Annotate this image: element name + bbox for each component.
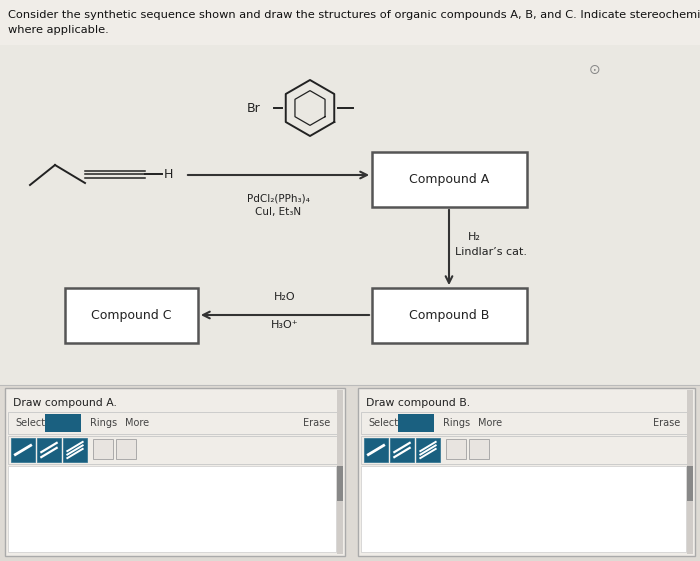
Text: Erase: Erase — [652, 418, 680, 428]
Text: Erase: Erase — [302, 418, 330, 428]
Bar — [361, 412, 692, 434]
Text: H₃O⁺: H₃O⁺ — [271, 320, 299, 330]
Text: Compound B: Compound B — [410, 309, 490, 322]
Text: Consider the synthetic sequence shown and draw the structures of organic compoun: Consider the synthetic sequence shown an… — [8, 10, 700, 35]
Bar — [687, 390, 693, 554]
Bar — [63, 438, 87, 462]
Text: PdCl₂(PPh₃)₄: PdCl₂(PPh₃)₄ — [246, 193, 309, 203]
Bar — [372, 288, 527, 343]
Text: H: H — [122, 443, 130, 456]
Text: Br: Br — [246, 102, 260, 114]
Text: C: C — [452, 443, 460, 456]
Bar — [0, 45, 700, 385]
Text: H: H — [164, 168, 174, 181]
Text: Rings: Rings — [90, 418, 117, 428]
Bar — [116, 439, 136, 459]
Bar — [11, 438, 35, 462]
Bar — [337, 466, 343, 501]
Text: More: More — [125, 418, 149, 428]
Bar — [8, 436, 342, 464]
Text: Select: Select — [15, 418, 45, 428]
Bar — [37, 438, 61, 462]
Text: Lindlar’s cat.: Lindlar’s cat. — [455, 247, 527, 257]
Bar — [45, 414, 81, 432]
Bar — [0, 385, 700, 561]
Text: Draw: Draw — [402, 418, 430, 428]
Bar — [446, 439, 466, 459]
Bar — [687, 466, 693, 501]
Bar — [93, 439, 113, 459]
Text: H₂O: H₂O — [274, 292, 296, 302]
Text: Draw: Draw — [49, 418, 77, 428]
Text: ⊙: ⊙ — [589, 63, 601, 77]
Bar — [416, 438, 440, 462]
Bar — [8, 412, 342, 434]
Bar — [5, 388, 345, 556]
Text: Compound C: Compound C — [91, 309, 172, 322]
Text: Select: Select — [368, 418, 398, 428]
Text: More: More — [478, 418, 502, 428]
Bar — [65, 288, 198, 343]
Bar — [8, 466, 336, 552]
Text: H₂: H₂ — [468, 232, 481, 242]
Text: C: C — [99, 443, 107, 456]
Text: H: H — [475, 443, 484, 456]
Text: Compound A: Compound A — [410, 173, 489, 186]
Text: Draw compound B.: Draw compound B. — [366, 398, 470, 408]
Text: Rings: Rings — [443, 418, 470, 428]
Bar — [361, 436, 692, 464]
Text: Cul, Et₃N: Cul, Et₃N — [255, 207, 301, 217]
Bar — [358, 388, 695, 556]
Bar — [361, 466, 686, 552]
Bar — [390, 438, 414, 462]
Bar — [469, 439, 489, 459]
Bar — [364, 438, 388, 462]
Text: Draw compound A.: Draw compound A. — [13, 398, 117, 408]
Bar — [337, 390, 343, 554]
Bar — [372, 152, 527, 207]
Bar — [398, 414, 434, 432]
